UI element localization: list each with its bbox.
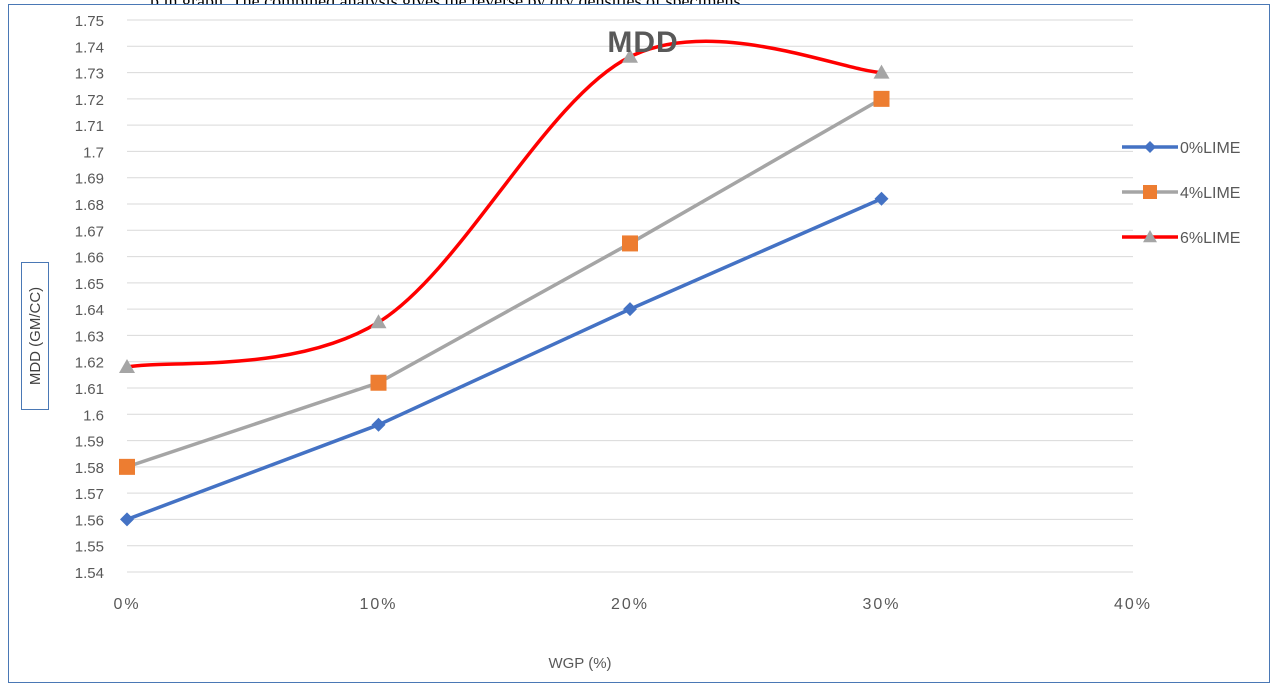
series-4pct-lime (119, 90, 890, 475)
y-tick-label: 1.56 (75, 512, 104, 529)
x-tick-label: 10% (359, 596, 397, 613)
y-tick-label: 1.63 (75, 328, 104, 345)
x-axis-label: WGP (%) (548, 655, 611, 672)
y-tick-label: 1.66 (75, 250, 104, 267)
chart-title: MDD (607, 26, 678, 59)
y-tick-label: 1.67 (75, 223, 104, 240)
y-tick-label: 1.57 (75, 486, 104, 503)
square-marker (873, 90, 890, 107)
diamond-marker (120, 512, 134, 527)
square-marker (622, 235, 638, 252)
square-marker (370, 374, 387, 391)
diamond-marker (623, 302, 637, 317)
diamond-marker (371, 417, 386, 432)
y-tick-label: 1.73 (75, 66, 104, 83)
y-axis-label-box (21, 262, 49, 410)
y-tick-labels: 1.54 1.55 1.56 1.57 1.58 1.59 1.6 1.61 1.62 1.63 1… (75, 13, 104, 582)
legend-label: 0%LIME (1180, 140, 1240, 157)
legend-item: 6%LIME (1122, 230, 1240, 247)
y-tick-label: 1.71 (75, 118, 104, 135)
y-axis-label: MDD (GM/CC) (27, 287, 44, 385)
triangle-marker (1143, 230, 1157, 243)
legend-item: 0%LIME (1122, 140, 1240, 157)
x-tick-label: 20% (611, 596, 649, 613)
x-tick-label: 30% (862, 596, 900, 613)
triangle-marker (622, 48, 638, 63)
y-tick-label: 1.58 (75, 460, 104, 477)
diamond-marker (874, 191, 889, 206)
series-line (126, 39, 882, 369)
x-tick-label: 0% (113, 596, 140, 613)
y-tick-label: 1.62 (75, 355, 104, 372)
grid-lines (127, 19, 1133, 573)
legend-label: 6%LIME (1180, 230, 1240, 247)
series-0pct-lime (120, 191, 889, 527)
square-marker (119, 458, 135, 475)
y-tick-label: 1.72 (75, 92, 104, 109)
y-tick-label: 1.55 (75, 539, 104, 556)
y-tick-label: 1.6 (83, 407, 104, 424)
legend: 0%LIME 4%LIME 6%LIME (1122, 140, 1240, 247)
legend-label: 4%LIME (1180, 185, 1240, 202)
y-tick-label: 1.69 (75, 171, 104, 188)
diamond-marker (1144, 141, 1156, 153)
chart-frame (8, 4, 1270, 683)
y-tick-label: 1.7 (83, 144, 104, 161)
y-tick-label: 1.68 (75, 197, 104, 214)
y-tick-label: 1.65 (75, 276, 104, 293)
series-line (126, 197, 883, 522)
x-tick-labels: 0% 10% 20% 30% 40% (113, 596, 1152, 613)
square-marker (1143, 185, 1157, 199)
y-tick-label: 1.64 (75, 302, 104, 319)
triangle-marker (370, 314, 387, 329)
triangle-marker (119, 358, 135, 373)
series-line (126, 97, 883, 469)
y-tick-label: 1.75 (75, 13, 104, 30)
x-tick-label: 40% (1114, 596, 1152, 613)
series-6pct-lime (119, 39, 890, 373)
y-tick-label: 1.54 (75, 565, 104, 582)
series-group (119, 39, 890, 527)
y-tick-label: 1.59 (75, 434, 104, 451)
y-tick-label: 1.61 (75, 381, 104, 398)
y-tick-label: 1.74 (75, 39, 104, 56)
legend-item: 4%LIME (1122, 185, 1240, 202)
triangle-marker (873, 64, 890, 79)
